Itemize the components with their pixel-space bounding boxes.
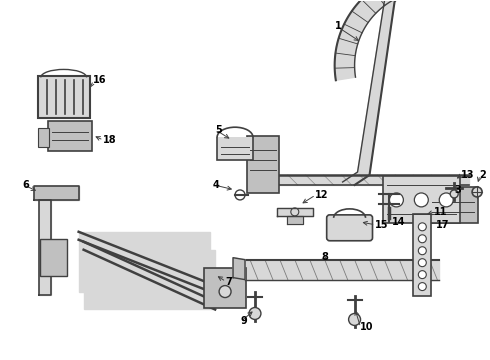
Polygon shape — [217, 137, 253, 160]
Polygon shape — [39, 200, 51, 294]
Text: 2: 2 — [479, 170, 486, 180]
Text: 18: 18 — [102, 135, 116, 145]
Text: 9: 9 — [240, 316, 247, 327]
FancyBboxPatch shape — [384, 176, 460, 223]
FancyBboxPatch shape — [204, 268, 246, 307]
FancyBboxPatch shape — [428, 187, 478, 223]
Text: 10: 10 — [360, 323, 373, 332]
Polygon shape — [233, 258, 245, 280]
Text: 8: 8 — [322, 252, 329, 262]
Text: 14: 14 — [392, 217, 406, 227]
Text: 13: 13 — [461, 170, 475, 180]
FancyBboxPatch shape — [48, 121, 92, 151]
FancyBboxPatch shape — [38, 128, 49, 147]
Text: 15: 15 — [374, 220, 388, 230]
Text: 5: 5 — [215, 125, 222, 135]
FancyBboxPatch shape — [414, 214, 431, 296]
Text: 1: 1 — [335, 21, 342, 31]
Polygon shape — [34, 186, 78, 200]
FancyBboxPatch shape — [40, 239, 67, 276]
Text: 11: 11 — [434, 207, 448, 217]
FancyBboxPatch shape — [327, 215, 372, 241]
Circle shape — [439, 193, 453, 207]
Circle shape — [472, 187, 482, 197]
Polygon shape — [84, 250, 215, 310]
Text: 6: 6 — [23, 180, 29, 190]
Polygon shape — [245, 260, 439, 280]
Circle shape — [418, 235, 426, 243]
Text: 7: 7 — [225, 276, 232, 287]
Circle shape — [348, 314, 361, 325]
Circle shape — [219, 285, 231, 298]
Polygon shape — [335, 0, 417, 80]
Circle shape — [249, 307, 261, 319]
FancyBboxPatch shape — [38, 76, 90, 118]
FancyBboxPatch shape — [247, 136, 279, 193]
Polygon shape — [287, 216, 303, 224]
Circle shape — [415, 193, 428, 207]
Polygon shape — [255, 175, 469, 185]
Circle shape — [418, 283, 426, 291]
Polygon shape — [343, 0, 417, 185]
Circle shape — [450, 190, 458, 198]
Circle shape — [418, 259, 426, 267]
Text: 16: 16 — [93, 75, 106, 85]
Text: 4: 4 — [213, 180, 220, 190]
Circle shape — [418, 223, 426, 231]
Text: 3: 3 — [454, 185, 461, 195]
Polygon shape — [277, 208, 313, 216]
Circle shape — [418, 247, 426, 255]
Polygon shape — [78, 232, 210, 292]
Circle shape — [418, 271, 426, 279]
Text: 12: 12 — [315, 190, 328, 200]
Circle shape — [390, 193, 403, 207]
Text: 17: 17 — [436, 220, 450, 230]
